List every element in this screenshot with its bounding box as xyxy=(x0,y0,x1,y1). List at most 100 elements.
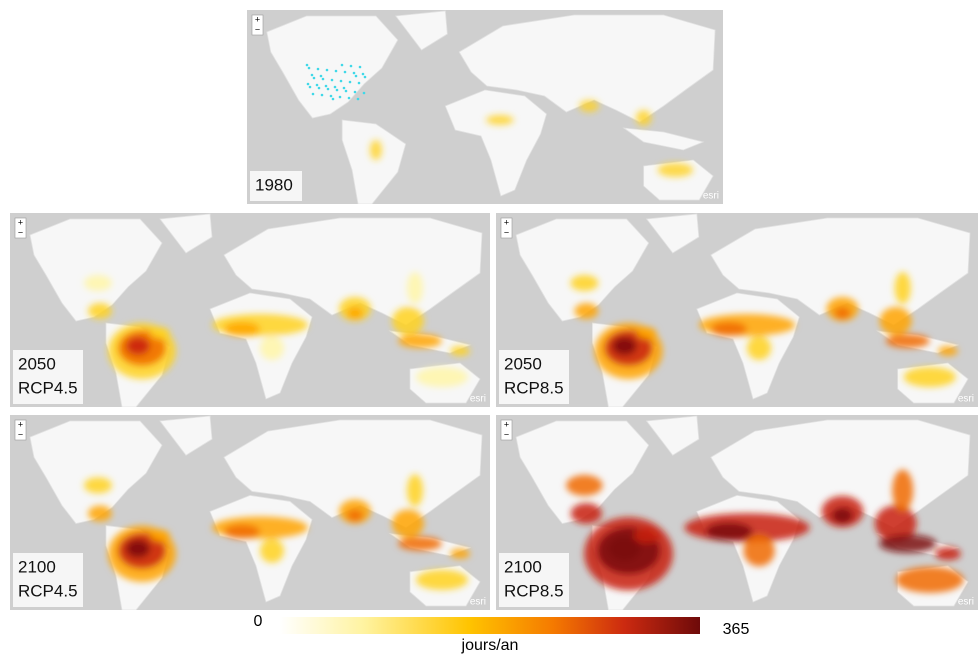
heat-area xyxy=(84,275,112,291)
zoom-control[interactable]: +− xyxy=(251,14,264,36)
watermark: esri xyxy=(958,394,974,405)
map-panel: +− esri 2050 RCP8.5 xyxy=(496,213,978,407)
heat-area xyxy=(398,334,442,348)
heat-area xyxy=(570,275,599,291)
heat-area xyxy=(485,115,514,125)
panel-year: 2100 xyxy=(504,557,542,576)
station-dot xyxy=(361,72,365,76)
station-dot xyxy=(312,76,316,80)
station-dot xyxy=(357,81,361,85)
heat-area xyxy=(892,469,914,512)
station-dot xyxy=(340,63,344,67)
station-dot xyxy=(353,90,357,94)
heat-area xyxy=(903,367,956,387)
heat-area xyxy=(126,337,150,355)
panel-scenario: RCP4.5 xyxy=(18,581,78,600)
heat-area xyxy=(416,569,468,590)
basemap xyxy=(247,10,723,204)
heat-area xyxy=(710,322,748,336)
zoom-box[interactable] xyxy=(500,419,513,441)
map-panel: +− esri 2100 RCP4.5 xyxy=(10,415,490,610)
legend-unit: jours/an xyxy=(461,637,519,654)
station-dot xyxy=(348,80,352,84)
station-dot xyxy=(335,88,339,92)
zoom-out[interactable]: − xyxy=(504,429,509,439)
map-panel: +− esri 1980 xyxy=(247,10,723,204)
heat-area xyxy=(566,474,603,496)
zoom-in[interactable]: + xyxy=(504,419,509,429)
heat-area xyxy=(347,509,363,522)
heat-area xyxy=(260,538,284,563)
heat-area xyxy=(416,367,468,387)
heat-area xyxy=(743,535,775,567)
station-dot xyxy=(319,74,323,78)
heat-area xyxy=(874,505,917,542)
zoom-out[interactable]: − xyxy=(255,24,260,34)
panel-scenario: RCP4.5 xyxy=(18,378,78,397)
heat-layer xyxy=(84,272,470,387)
heat-area xyxy=(705,522,753,541)
heat-area xyxy=(212,516,308,539)
station-dot xyxy=(334,69,338,73)
station-dot xyxy=(330,78,334,82)
heat-area xyxy=(937,346,958,356)
panel-year: 2100 xyxy=(18,557,56,576)
heat-area xyxy=(407,474,423,507)
heat-area xyxy=(392,509,424,538)
station-dot xyxy=(356,97,360,101)
legend: 0 365 jours/an xyxy=(254,613,750,654)
zoom-control[interactable]: +− xyxy=(14,419,27,441)
heat-area xyxy=(398,536,442,551)
heat-area xyxy=(450,548,470,559)
heat-area xyxy=(834,307,851,319)
zoom-box[interactable] xyxy=(251,14,264,36)
station-dot xyxy=(363,75,367,79)
heat-area xyxy=(879,307,912,335)
station-dot xyxy=(324,84,328,88)
station-dot xyxy=(338,95,342,99)
station-dot xyxy=(352,71,356,75)
label-box xyxy=(13,553,83,607)
zoom-box[interactable] xyxy=(14,217,27,239)
heat-area xyxy=(88,505,112,522)
zoom-out[interactable]: − xyxy=(504,227,509,237)
station-dot xyxy=(307,66,311,70)
map-panel: +− esri 2050 RCP4.5 xyxy=(10,213,490,407)
zoom-in[interactable]: + xyxy=(18,217,23,227)
heat-area xyxy=(574,303,599,319)
watermark: esri xyxy=(703,191,719,202)
zoom-control[interactable]: +− xyxy=(14,217,27,239)
panel-scenario: RCP8.5 xyxy=(504,378,564,397)
zoom-in[interactable]: + xyxy=(504,217,509,227)
heat-area xyxy=(608,536,641,561)
zoom-control[interactable]: +− xyxy=(500,419,513,441)
heat-layer xyxy=(369,100,694,177)
station-dot xyxy=(349,64,353,68)
heat-layer xyxy=(570,272,958,387)
station-dot xyxy=(358,65,362,69)
heat-area xyxy=(635,110,652,126)
watermark: esri xyxy=(470,394,486,405)
heat-area xyxy=(633,527,660,544)
panel-year: 2050 xyxy=(18,354,56,373)
station-dot xyxy=(347,96,351,100)
zoom-out[interactable]: − xyxy=(18,429,23,439)
heat-area xyxy=(698,314,796,336)
heat-area xyxy=(878,534,937,553)
zoom-out[interactable]: − xyxy=(18,227,23,237)
heat-area xyxy=(657,163,694,177)
zoom-box[interactable] xyxy=(500,217,513,239)
legend-max: 365 xyxy=(723,621,750,638)
zoom-in[interactable]: + xyxy=(18,419,23,429)
zoom-box[interactable] xyxy=(14,419,27,441)
zoom-control[interactable]: +− xyxy=(500,217,513,239)
heat-area xyxy=(369,140,382,160)
station-dot xyxy=(308,85,312,89)
station-dot xyxy=(321,77,325,81)
heat-area xyxy=(570,503,603,524)
zoom-in[interactable]: + xyxy=(255,14,260,24)
label-box xyxy=(13,350,83,404)
station-dot xyxy=(306,82,310,86)
station-dot xyxy=(317,86,321,90)
station-dot xyxy=(326,87,330,91)
